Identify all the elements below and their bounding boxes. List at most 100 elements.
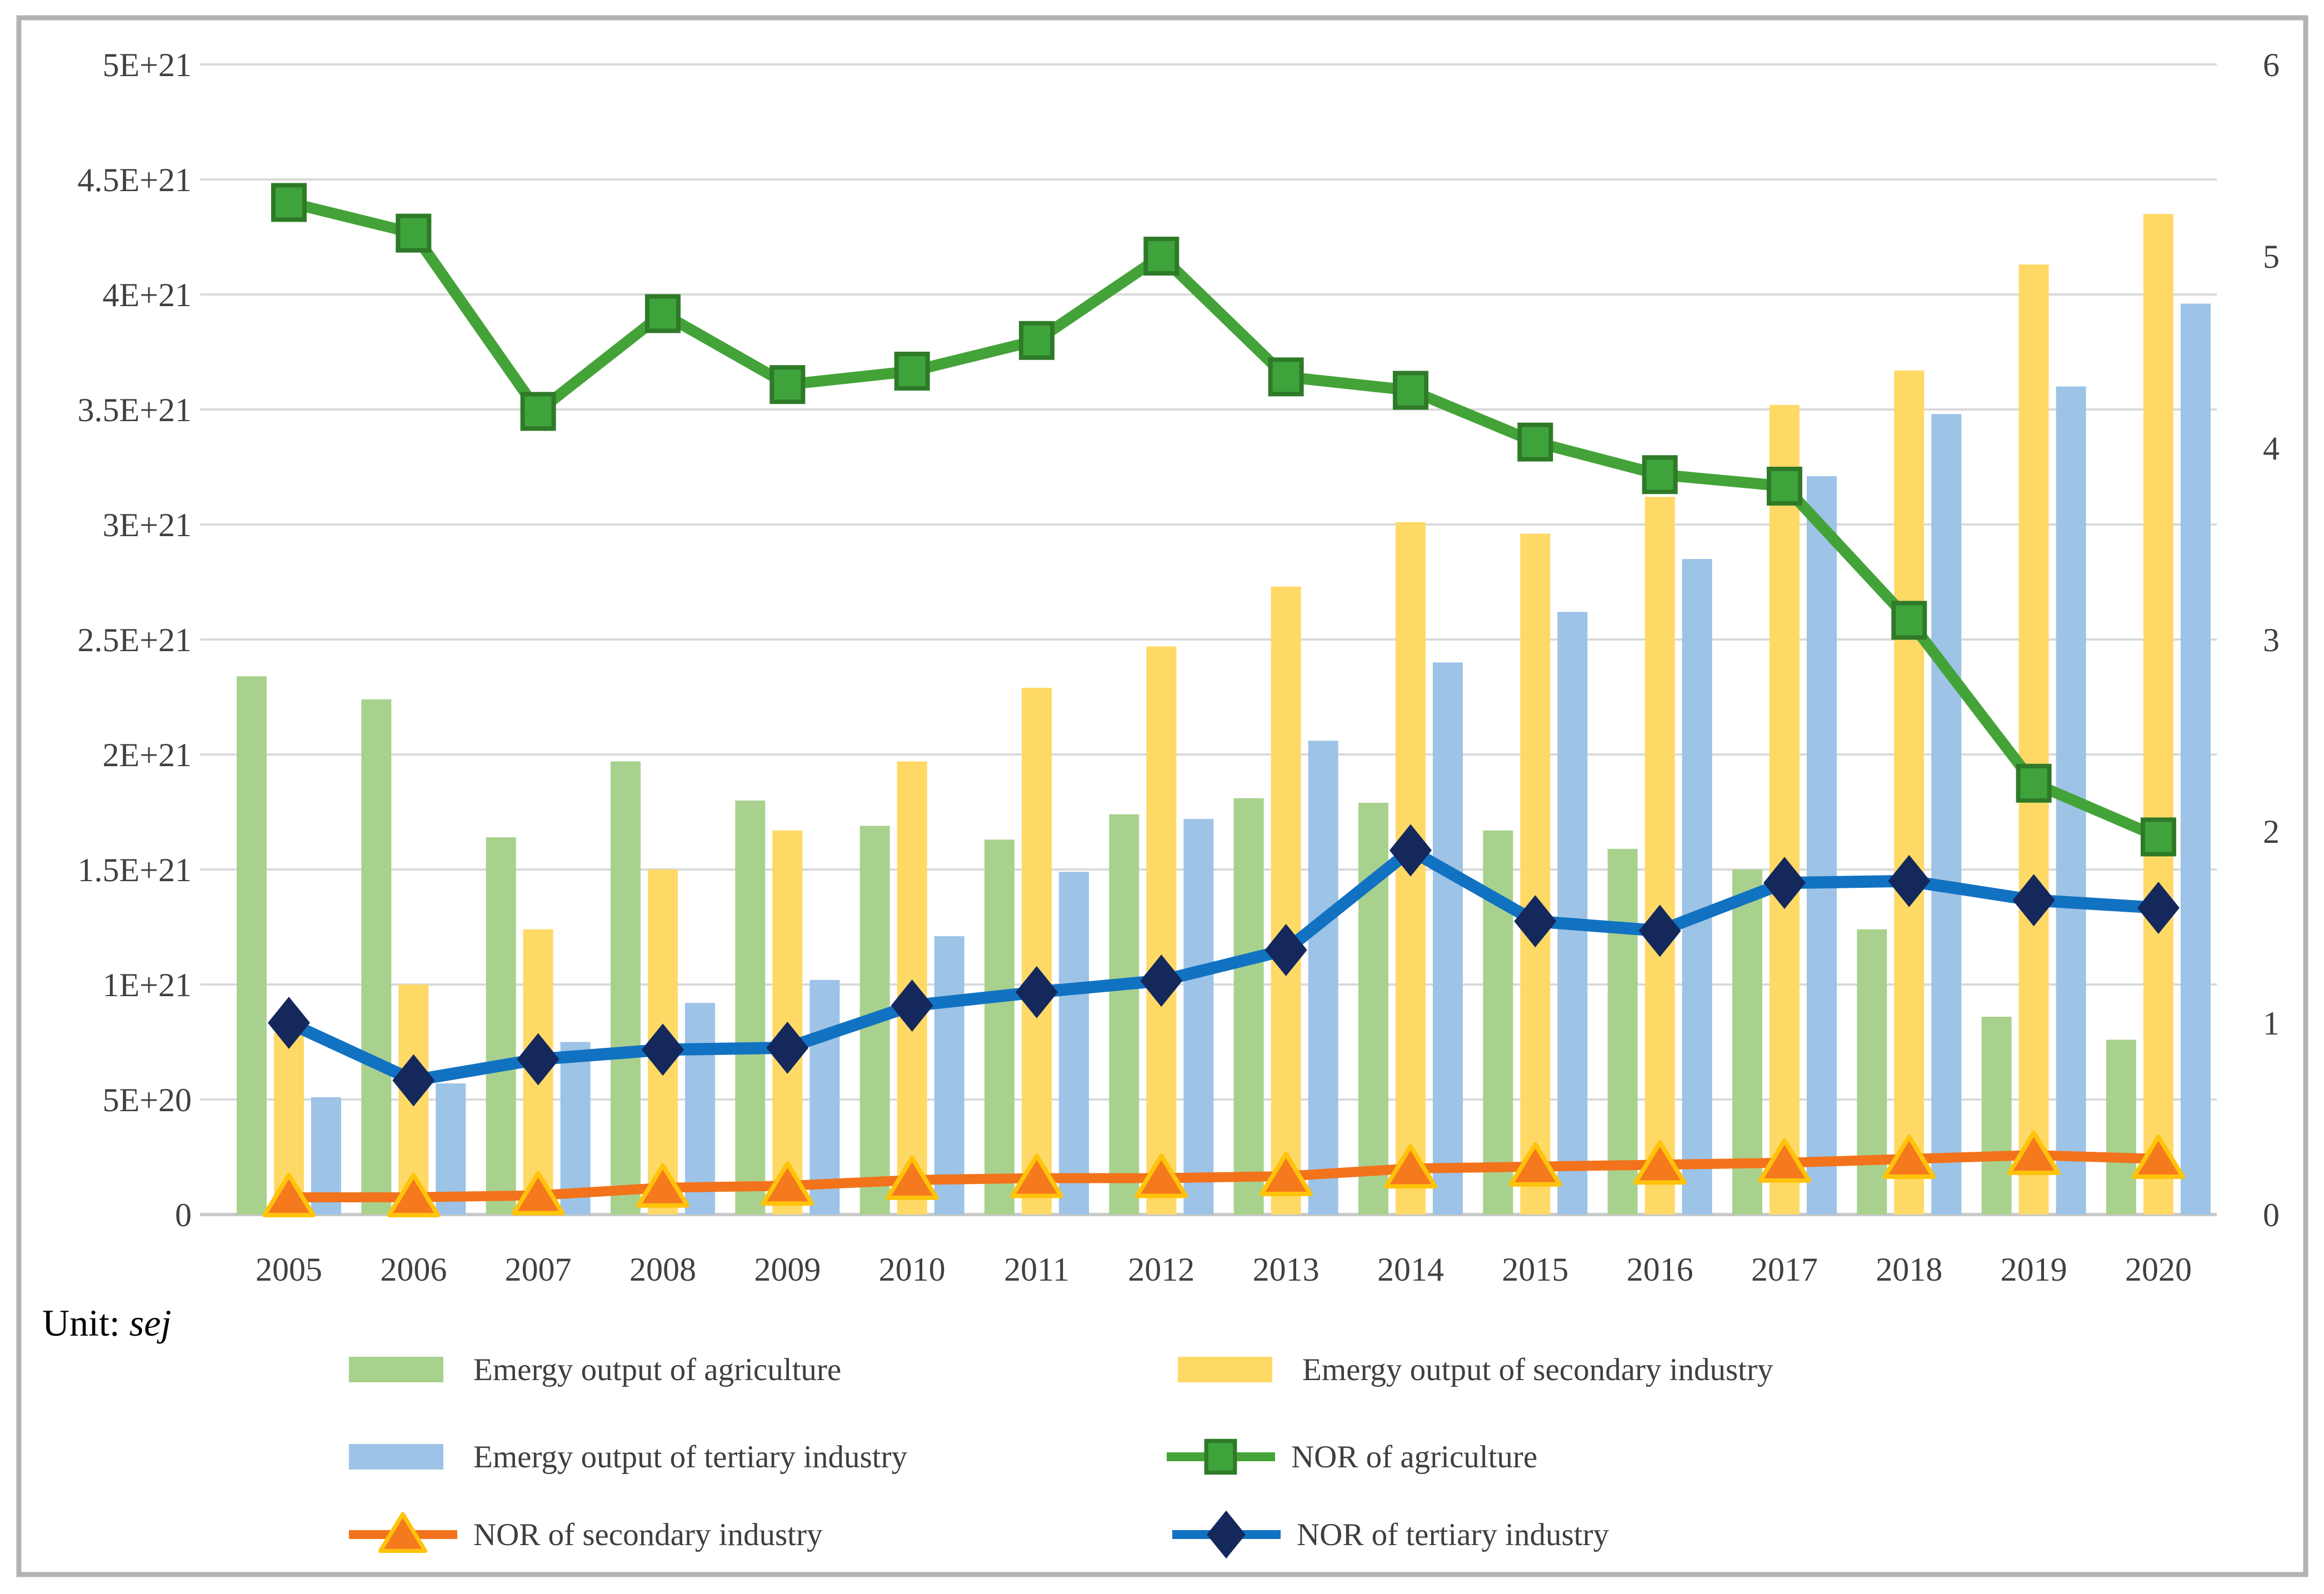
bar-emergy-output-of-secondary-industry-2018 bbox=[1894, 370, 1925, 1215]
bar-emergy-output-of-agriculture-2011 bbox=[984, 840, 1014, 1215]
triangle-marker bbox=[1633, 1140, 1687, 1185]
bar-emergy-output-of-secondary-industry-2012 bbox=[1146, 646, 1177, 1215]
diamond-marker bbox=[1763, 857, 1806, 910]
x-axis-label-2016: 2016 bbox=[1627, 1251, 1693, 1288]
triangle-marker bbox=[511, 1171, 565, 1216]
left-axis-tick-5E+20: 5E+20 bbox=[103, 1082, 192, 1118]
x-axis-label-2007: 2007 bbox=[505, 1251, 572, 1288]
x-axis-label-2006: 2006 bbox=[380, 1251, 447, 1288]
left-axis-tick-1.5E+21: 1.5E+21 bbox=[78, 852, 192, 888]
line-nor-of-agriculture bbox=[283, 197, 2164, 843]
square-marker bbox=[1517, 422, 1553, 462]
bar-emergy-output-of-agriculture-2019 bbox=[1981, 1016, 2012, 1215]
bar-emergy-output-of-agriculture-2008 bbox=[610, 761, 641, 1215]
x-axis-label-2017: 2017 bbox=[1751, 1251, 1818, 1288]
legend-item-emergy-output-of-tertiary-industry: Emergy output of tertiary industry bbox=[344, 1429, 907, 1485]
square-marker bbox=[1766, 467, 1802, 506]
diamond-marker bbox=[891, 979, 933, 1032]
line-nor-of-tertiary-industry bbox=[283, 844, 2165, 1087]
legend-item-nor-of-tertiary-industry: NOR of tertiary industry bbox=[1168, 1507, 1609, 1562]
square-marker bbox=[1642, 455, 1678, 494]
legend-item-emergy-output-of-secondary-industry: Emergy output of secondary industry bbox=[1173, 1342, 1773, 1397]
diamond-marker bbox=[1389, 824, 1432, 877]
bar-emergy-output-of-tertiary-industry-2016 bbox=[1682, 559, 1712, 1215]
left-axis-tick-2E+21: 2E+21 bbox=[103, 737, 192, 773]
square-marker bbox=[2140, 817, 2176, 857]
diamond-marker bbox=[1140, 955, 1183, 1007]
bar-series-emergy-output-of-tertiary-industry bbox=[311, 303, 2211, 1215]
x-axis-label-2005: 2005 bbox=[256, 1251, 322, 1288]
triangle-marker bbox=[1508, 1142, 1562, 1187]
x-axis-label-2014: 2014 bbox=[1377, 1251, 1444, 1288]
legend-label: Emergy output of secondary industry bbox=[1302, 1352, 1773, 1387]
line-series-group bbox=[262, 183, 2185, 1217]
square-marker bbox=[1018, 321, 1054, 360]
legend-key-swatch bbox=[349, 1444, 443, 1470]
legend-swatch bbox=[349, 1444, 443, 1470]
triangle-marker bbox=[1009, 1153, 1063, 1198]
square-marker bbox=[396, 213, 432, 253]
unit-label-unit: sej bbox=[129, 1302, 172, 1344]
x-axis-label-2009: 2009 bbox=[754, 1251, 821, 1288]
bar-emergy-output-of-secondary-industry-2016 bbox=[1645, 497, 1675, 1215]
legend-swatch bbox=[349, 1357, 443, 1382]
diamond-marker bbox=[1638, 905, 1681, 957]
square-marker bbox=[894, 352, 930, 391]
bar-emergy-output-of-secondary-industry-2019 bbox=[2018, 264, 2049, 1215]
square-marker bbox=[644, 294, 681, 333]
bar-emergy-output-of-agriculture-2007 bbox=[486, 837, 516, 1215]
legend-swatch bbox=[1178, 1357, 1272, 1382]
right-axis-tick-5: 5 bbox=[2263, 238, 2280, 275]
x-axis-label-2013: 2013 bbox=[1253, 1251, 1320, 1288]
legend-label: NOR of tertiary industry bbox=[1297, 1517, 1609, 1552]
square-marker bbox=[520, 392, 556, 431]
left-axis-tick-3.5E+21: 3.5E+21 bbox=[78, 392, 192, 428]
diamond-marker bbox=[2137, 882, 2180, 934]
diamond-marker bbox=[641, 1023, 684, 1076]
triangle-marker bbox=[2007, 1131, 2061, 1176]
x-axis-label-2012: 2012 bbox=[1128, 1251, 1195, 1288]
left-axis-labels: 0 5E+20 1E+21 1.5E+21 2E+21 2.5E+21 3E+21 3.5E+… bbox=[78, 47, 192, 1233]
square-marker bbox=[1268, 357, 1304, 397]
square-marker bbox=[1392, 371, 1428, 410]
x-axis-label-2020: 2020 bbox=[2125, 1251, 2192, 1288]
legend-key-swatch bbox=[1178, 1357, 1272, 1382]
diamond-marker bbox=[1514, 895, 1557, 948]
x-axis-label-2015: 2015 bbox=[1502, 1251, 1568, 1288]
square-marker bbox=[1143, 237, 1180, 276]
diamond-marker bbox=[517, 1033, 559, 1086]
triangle-marker bbox=[1757, 1138, 1811, 1183]
bar-emergy-output-of-tertiary-industry-2018 bbox=[1931, 414, 1962, 1215]
unit-label-prefix: Unit: bbox=[42, 1302, 129, 1344]
square-marker bbox=[271, 183, 307, 222]
legend-label: Emergy output of tertiary industry bbox=[473, 1439, 907, 1475]
diamond-marker bbox=[2012, 874, 2055, 927]
triangle-marker bbox=[1882, 1134, 1936, 1179]
x-axis-label-2010: 2010 bbox=[879, 1251, 946, 1288]
left-axis-tick-0: 0 bbox=[175, 1197, 192, 1233]
bar-emergy-output-of-secondary-industry-2015 bbox=[1520, 533, 1551, 1215]
legend-key-square-line bbox=[1167, 1438, 1275, 1475]
left-axis-tick-5E+21: 5E+21 bbox=[103, 47, 192, 83]
bar-emergy-output-of-tertiary-industry-2008 bbox=[684, 1003, 715, 1215]
bar-emergy-output-of-agriculture-2006 bbox=[361, 699, 392, 1215]
legend-item-emergy-output-of-agriculture: Emergy output of agriculture bbox=[344, 1342, 841, 1397]
x-axis-labels: 2005 2006 2007 2008 2009 2010 2011 2012 2013 2014… bbox=[256, 1251, 2192, 1288]
diamond-marker bbox=[1265, 923, 1307, 976]
left-axis-tick-4E+21: 4E+21 bbox=[103, 277, 192, 313]
bar-emergy-output-of-tertiary-industry-2012 bbox=[1183, 818, 1214, 1215]
bar-emergy-output-of-tertiary-industry-2011 bbox=[1058, 872, 1089, 1215]
triangle-marker bbox=[2131, 1134, 2185, 1179]
square-marker bbox=[1891, 601, 1927, 640]
line-series-nor-of-tertiary-industry bbox=[268, 824, 2180, 1107]
bar-emergy-output-of-agriculture-2012 bbox=[1109, 814, 1139, 1215]
legend-item-nor-of-secondary-industry: NOR of secondary industry bbox=[344, 1507, 822, 1562]
bar-emergy-output-of-agriculture-2017 bbox=[1732, 870, 1762, 1215]
square-marker bbox=[769, 365, 806, 404]
legend-key-diamond-line bbox=[1172, 1510, 1281, 1559]
x-axis-label-2008: 2008 bbox=[629, 1251, 696, 1288]
left-axis-tick-2.5E+21: 2.5E+21 bbox=[78, 622, 192, 658]
left-axis-tick-1E+21: 1E+21 bbox=[103, 967, 192, 1003]
bar-emergy-output-of-tertiary-industry-2007 bbox=[560, 1042, 591, 1215]
bar-emergy-output-of-secondary-industry-2013 bbox=[1271, 586, 1301, 1215]
